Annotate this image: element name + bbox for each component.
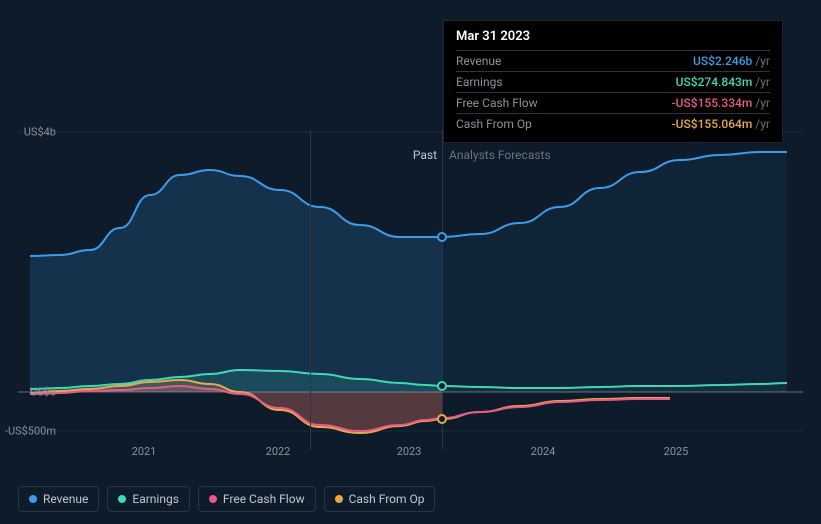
tooltip-label: Cash From Op <box>456 117 672 131</box>
x-axis-label: 2025 <box>664 445 689 458</box>
tooltip-label: Earnings <box>456 75 676 89</box>
tooltip-value: US$2.246b <box>693 54 752 68</box>
tooltip-label: Revenue <box>456 54 693 68</box>
chart-tooltip: Mar 31 2023 RevenueUS$2.246b/yrEarningsU… <box>443 20 783 143</box>
legend-label: Revenue <box>43 492 88 506</box>
tooltip-unit: /yr <box>755 54 770 68</box>
tooltip-unit: /yr <box>755 96 770 110</box>
legend-label: Cash From Op <box>349 492 425 506</box>
legend-dot <box>209 495 217 503</box>
x-axis-label: 2021 <box>132 445 157 458</box>
chart-marker <box>437 232 447 242</box>
tooltip-label: Free Cash Flow <box>456 96 672 110</box>
tooltip-unit: /yr <box>755 75 770 89</box>
tooltip-unit: /yr <box>755 117 770 131</box>
tooltip-row: Cash From Op-US$155.064m/yr <box>456 113 770 134</box>
chart-marker <box>437 414 447 424</box>
tooltip-title: Mar 31 2023 <box>456 29 770 44</box>
legend-dot <box>118 495 126 503</box>
divider-line <box>310 130 311 449</box>
x-axis-label: 2024 <box>531 445 556 458</box>
legend-label: Free Cash Flow <box>223 492 305 506</box>
legend-dot <box>335 495 343 503</box>
legend-label: Earnings <box>132 492 179 506</box>
x-axis-label: 2023 <box>397 445 422 458</box>
legend-dot <box>29 495 37 503</box>
section-label-forecast: Analysts Forecasts <box>449 148 551 162</box>
y-axis-label: US$4b <box>0 126 56 139</box>
divider-line <box>442 130 443 449</box>
legend-item[interactable]: Earnings <box>107 486 190 512</box>
chart-marker <box>437 381 447 391</box>
legend-item[interactable]: Cash From Op <box>324 486 436 512</box>
x-axis-label: 2022 <box>266 445 291 458</box>
y-axis-label: US$0 <box>0 386 56 399</box>
y-axis-label: -US$500m <box>0 425 56 438</box>
section-label-past: Past <box>413 148 437 162</box>
tooltip-value: -US$155.334m <box>672 96 753 110</box>
tooltip-value: US$274.843m <box>676 75 753 89</box>
legend-item[interactable]: Free Cash Flow <box>198 486 316 512</box>
tooltip-row: RevenueUS$2.246b/yr <box>456 50 770 71</box>
tooltip-row: EarningsUS$274.843m/yr <box>456 71 770 92</box>
legend-item[interactable]: Revenue <box>18 486 99 512</box>
tooltip-value: -US$155.064m <box>672 117 753 131</box>
legend: Revenue Earnings Free Cash Flow Cash From O… <box>18 486 435 512</box>
tooltip-row: Free Cash Flow-US$155.334m/yr <box>456 92 770 113</box>
